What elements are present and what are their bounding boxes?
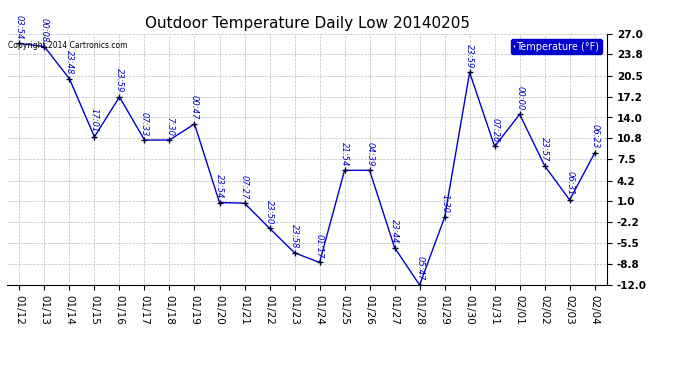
Title: Outdoor Temperature Daily Low 20140205: Outdoor Temperature Daily Low 20140205 (144, 16, 470, 31)
Text: 21:54: 21:54 (340, 142, 349, 166)
Text: 01:17: 01:17 (315, 234, 324, 258)
Text: Copyright 2014 Cartronics.com: Copyright 2014 Cartronics.com (8, 41, 128, 50)
Text: 00:47: 00:47 (190, 95, 199, 120)
Text: 06:31: 06:31 (565, 171, 574, 196)
Text: 03:54: 03:54 (15, 15, 24, 39)
Text: 06:23: 06:23 (590, 124, 599, 149)
Text: 23:54: 23:54 (215, 174, 224, 198)
Text: 23:50: 23:50 (265, 200, 274, 224)
Text: 23:48: 23:48 (65, 50, 74, 75)
Text: 23:59: 23:59 (115, 68, 124, 93)
Text: 1:30: 1:30 (440, 194, 449, 213)
Text: 17:01: 17:01 (90, 108, 99, 133)
Text: 23:44: 23:44 (390, 219, 399, 243)
Text: 05:47: 05:47 (415, 256, 424, 281)
Text: 07:33: 07:33 (140, 111, 149, 136)
Text: 00:08: 00:08 (40, 18, 49, 42)
Text: 7:30: 7:30 (165, 117, 174, 136)
Text: 00:00: 00:00 (515, 86, 524, 110)
Text: 23:59: 23:59 (465, 44, 474, 68)
Legend: Temperature (°F): Temperature (°F) (511, 39, 602, 54)
Text: 07:26: 07:26 (490, 118, 499, 142)
Text: 23:58: 23:58 (290, 224, 299, 249)
Text: 23:57: 23:57 (540, 137, 549, 162)
Text: 04:39: 04:39 (365, 142, 374, 166)
Text: 07:27: 07:27 (240, 175, 249, 199)
